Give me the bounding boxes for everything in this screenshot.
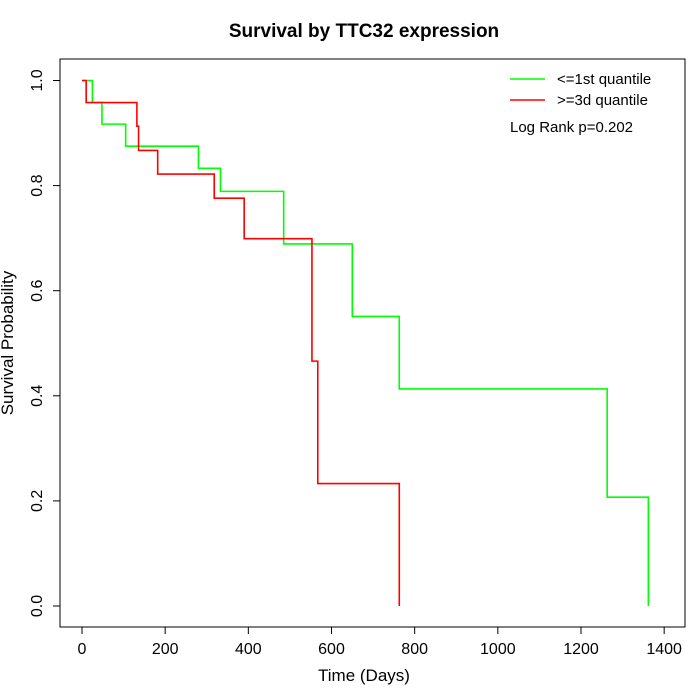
- x-axis-label: Time (Days): [318, 666, 410, 685]
- survival-curve-high: [82, 79, 401, 606]
- legend-label: <=1st quantile: [557, 71, 651, 88]
- y-tick-label: 0.8: [29, 174, 46, 196]
- log-rank-annotation: Log Rank p=0.202: [510, 119, 633, 136]
- x-tick-label: 1000: [480, 641, 516, 658]
- y-tick-label: 1.0: [29, 69, 46, 91]
- legend-label: >=3d quantile: [557, 92, 648, 109]
- x-tick-label: 800: [401, 641, 428, 658]
- y-tick-label: 0.2: [29, 490, 46, 512]
- legend: <=1st quantile >=3d quantile: [510, 71, 651, 109]
- y-axis: 0.0 0.2 0.4 0.6 0.8 1.0: [29, 69, 61, 617]
- survival-curves: [82, 79, 650, 606]
- x-tick-label: 600: [318, 641, 345, 658]
- x-tick-label: 0: [78, 641, 87, 658]
- x-axis: 0 200 400 600 800 1000 1200 1400: [78, 626, 682, 658]
- x-tick-label: 200: [152, 641, 179, 658]
- x-tick-label: 1400: [646, 641, 682, 658]
- survival-curve-low: [82, 79, 650, 606]
- x-tick-label: 1200: [563, 641, 599, 658]
- y-tick-label: 0.4: [29, 385, 46, 407]
- x-tick-label: 400: [235, 641, 262, 658]
- y-tick-label: 0.6: [29, 279, 46, 301]
- y-tick-label: 0.0: [29, 595, 46, 617]
- chart-title: Survival by TTC32 expression: [229, 21, 499, 42]
- y-axis-label: Survival Probability: [0, 270, 17, 415]
- plot-frame: [59, 58, 686, 628]
